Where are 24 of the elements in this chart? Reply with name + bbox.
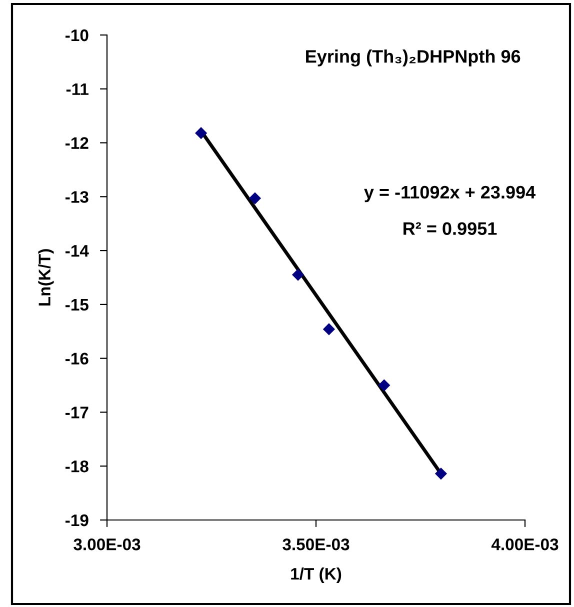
- text: Eyring (Th₃)₂DHPNpth 96: [306, 50, 520, 66]
- x-axis-title: 1/T (K): [291, 567, 342, 584]
- y-tick-label: -13: [66, 191, 88, 203]
- point: [322, 323, 336, 336]
- y-axis-title: Ln(K/T): [38, 249, 54, 306]
- y-tick-label: -15: [66, 299, 88, 311]
- y-tick-label: -12: [66, 137, 88, 149]
- point: [292, 268, 304, 281]
- y-tick-label: -17: [66, 406, 88, 418]
- y-tick-label: -14: [66, 245, 89, 257]
- annotation: y = -11092x + 23.994: [364, 186, 536, 202]
- annotation: R² = 0.9951: [404, 222, 497, 235]
- point: [378, 379, 390, 392]
- x-tick-label: 4.00E-03: [491, 538, 558, 550]
- y-tick-label: -18: [66, 460, 88, 472]
- point: [434, 468, 448, 480]
- y-tick-label: -10: [66, 29, 88, 42]
- x-tick-label: 3.50E-03: [282, 538, 350, 550]
- y-tick-label: -16: [66, 352, 88, 365]
- y-tick-label: -11: [66, 83, 88, 95]
- x-tick-label: 3.00E-03: [74, 538, 140, 550]
- point: [248, 192, 262, 204]
- y-tick-label: -19: [66, 514, 88, 526]
- point: [194, 127, 208, 140]
